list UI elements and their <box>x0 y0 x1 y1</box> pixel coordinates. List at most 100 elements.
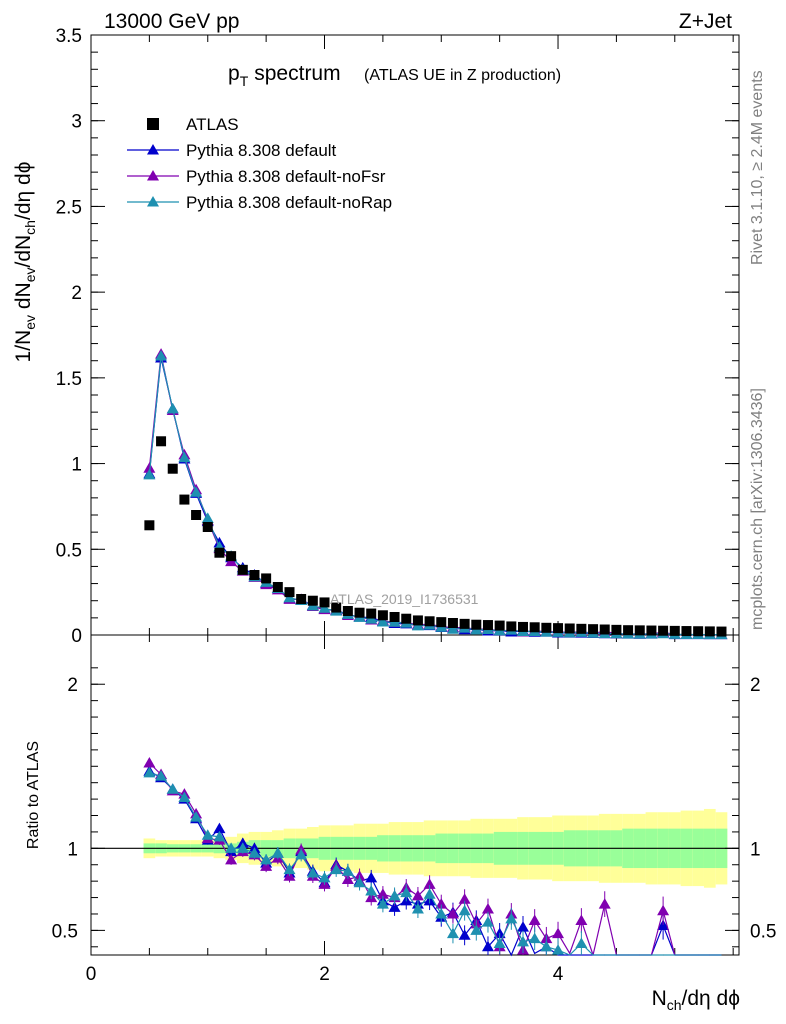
ratio-series-point <box>493 937 506 949</box>
atlas-point <box>588 624 599 635</box>
ratio-series-point <box>376 898 389 909</box>
ratio-series-point <box>481 903 494 914</box>
ratio-series-point <box>528 932 541 944</box>
ratio-panel-marks <box>143 757 722 957</box>
ratio-series-point <box>236 842 249 853</box>
ratio-series-point <box>201 829 214 840</box>
ratio-series-point <box>517 921 529 932</box>
x-axis-label: Nch/dη dϕ <box>652 987 740 1013</box>
ratio-series-point <box>575 937 588 949</box>
atlas-point <box>249 570 260 580</box>
atlas-point <box>482 620 493 631</box>
y-tick-label: 3 <box>71 112 82 133</box>
series-point <box>190 486 203 497</box>
chart-subtitle: (ATLAS UE in Z production) <box>364 67 561 84</box>
atlas-point <box>342 606 353 616</box>
atlas-point <box>681 626 692 637</box>
ratio-series-point <box>260 853 273 865</box>
series-point <box>143 462 156 473</box>
ratio-tick-label-right: 1 <box>750 839 761 860</box>
ratio-series-point <box>528 914 541 926</box>
mcplots-label: mcplots.cern.ch [arXiv:1306.3436] <box>749 388 766 630</box>
atlas-point <box>471 619 482 630</box>
atlas-point <box>261 573 272 584</box>
ratio-tick-label: 2 <box>67 675 78 696</box>
energy-label: 13000 GeV pp <box>104 10 239 33</box>
atlas-point <box>529 622 540 633</box>
ratio-series-point <box>446 927 459 939</box>
atlas-point <box>272 582 283 592</box>
ratio-series-point <box>400 886 413 898</box>
ratio-series-point <box>388 901 401 912</box>
series-point <box>155 350 168 361</box>
atlas-point <box>669 625 680 636</box>
ratio-tick-label: 1 <box>67 839 78 860</box>
series-point <box>178 451 191 463</box>
ratio-series-point <box>365 885 378 896</box>
y-tick-label: 0 <box>71 626 82 647</box>
ratio-series-point <box>552 927 565 939</box>
x-tick-label: 2 <box>319 964 330 985</box>
ratio-series-point <box>318 871 331 883</box>
atlas-point <box>214 547 225 558</box>
atlas-point <box>401 613 412 624</box>
y-tick-label: 2.5 <box>56 197 82 218</box>
title-p: p <box>228 62 240 85</box>
ratio-series-point <box>657 904 670 916</box>
ratio-series-point <box>330 863 343 875</box>
title-sub: T <box>240 73 249 89</box>
atlas-point <box>331 602 342 613</box>
ratio-series-point <box>598 898 611 909</box>
atlas-point <box>191 510 202 520</box>
ratio-series-point <box>517 935 529 947</box>
atlas-point <box>646 625 657 636</box>
ratio-series-point <box>540 940 553 952</box>
atlas-point <box>541 622 552 633</box>
atlas-point <box>377 610 388 621</box>
ratio-series-point <box>260 860 273 871</box>
atlas-point <box>634 625 645 636</box>
ratio-series-point <box>225 853 238 865</box>
atlas-point <box>693 626 704 637</box>
ratio-series-point <box>283 863 296 875</box>
legend-marker-atlas <box>147 118 159 130</box>
ratio-series-point <box>271 847 284 858</box>
ratio-panel-frame <box>90 634 740 956</box>
atlas-point <box>459 618 470 629</box>
ratio-series-point <box>423 878 436 889</box>
ratio-series-point <box>411 889 424 901</box>
ratio-series-point <box>143 766 156 778</box>
legend-label: Pythia 8.308 default-noRap <box>186 193 392 212</box>
atlas-point <box>623 625 634 636</box>
ratio-series-point <box>178 791 191 802</box>
atlas-point <box>179 494 190 505</box>
series-point <box>201 512 214 523</box>
axes: 0 2 4 0 0.5 1 1.5 2 2.5 3 3.5 0.5 0.5 1 1 2 2 <box>52 26 777 985</box>
atlas-point <box>716 626 727 637</box>
legend-label: ATLAS <box>186 115 239 134</box>
atlas-point <box>599 624 610 635</box>
atlas-point <box>494 620 505 631</box>
x-tick-label: 0 <box>86 964 97 985</box>
legend-label: Pythia 8.308 default <box>186 141 337 160</box>
ratio-series-point <box>481 940 494 952</box>
atlas-point <box>202 522 213 532</box>
atlas-point <box>658 625 669 636</box>
series-point <box>446 623 459 634</box>
ratio-series-point <box>458 929 471 940</box>
atlas-point <box>611 624 622 635</box>
ratio-series-point <box>376 888 389 899</box>
legend-marker <box>147 196 159 207</box>
atlas-point <box>307 595 318 606</box>
atlas-point <box>389 612 400 622</box>
ratio-series-point <box>435 898 448 909</box>
series-point <box>318 602 331 613</box>
ratio-series-point <box>470 924 483 935</box>
ratio-series-point <box>190 811 203 822</box>
atlas-point <box>506 621 517 632</box>
atlas-point <box>447 618 458 628</box>
ratio-series-point <box>341 865 354 876</box>
atlas-point <box>518 621 528 632</box>
legend-marker <box>147 170 159 181</box>
